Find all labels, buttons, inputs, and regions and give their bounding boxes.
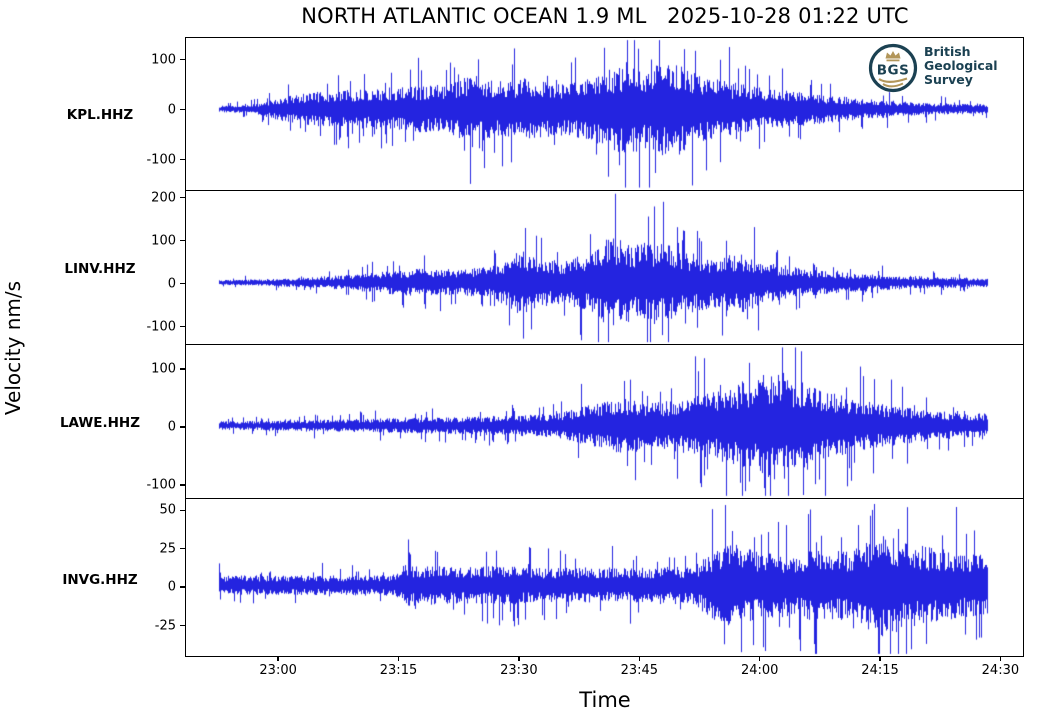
x-tick-label: 24:30	[981, 663, 1020, 678]
station-label-LAWE.HHZ: LAWE.HHZ	[59, 415, 141, 431]
station-label-KPL.HHZ: KPL.HHZ	[66, 106, 134, 123]
y-tick-mark	[180, 58, 185, 61]
y-tick-label: -100	[146, 319, 176, 335]
x-tick-mark	[999, 656, 1002, 661]
x-tick-mark	[879, 656, 881, 661]
y-tick-mark	[180, 108, 185, 111]
x-tick-mark	[638, 656, 640, 661]
bgs-logo: BGS British Geological Survey	[868, 43, 998, 93]
y-tick-mark	[180, 484, 185, 486]
x-tick-label: 24:15	[861, 663, 899, 678]
y-tick-label: 100	[151, 233, 176, 249]
waveform-trace-LINV.HHZ	[186, 191, 1023, 344]
y-axis-label: Velocity nm/s	[1, 280, 25, 416]
station-label-LINV.HHZ: LINV.HHZ	[64, 260, 136, 277]
x-tick-mark	[277, 656, 279, 661]
y-tick-label: 100	[151, 52, 176, 67]
waveform-trace-LAWE.HHZ	[186, 345, 1023, 498]
station-label-INVG.HHZ: INVG.HHZ	[62, 571, 138, 588]
x-tick-label: 23:30	[500, 663, 538, 678]
y-tick-mark	[180, 426, 185, 428]
x-axis-label: Time	[579, 688, 631, 712]
panel-LINV.HHZ	[186, 190, 1023, 344]
x-tick-mark	[397, 656, 400, 661]
logo-text-british: British	[924, 44, 971, 59]
y-tick-label: 25	[159, 541, 176, 557]
plot-area	[185, 37, 1024, 657]
y-tick-label: 0	[167, 102, 176, 117]
x-tick-label: 23:45	[620, 663, 659, 678]
y-tick-mark	[180, 282, 185, 285]
x-tick-label: 23:00	[259, 663, 297, 678]
y-tick-label: -100	[146, 477, 176, 493]
y-tick-label: 200	[151, 190, 176, 206]
y-tick-mark	[180, 548, 185, 550]
y-tick-mark	[180, 239, 185, 242]
crown-icon	[885, 51, 901, 59]
x-tick-mark	[518, 656, 520, 661]
y-tick-mark	[180, 196, 185, 199]
y-tick-label: 100	[151, 361, 176, 377]
wave-line-1	[878, 77, 908, 83]
y-tick-label: 0	[167, 276, 176, 292]
waveform-trace-INVG.HHZ	[186, 499, 1023, 656]
y-tick-label: -25	[154, 618, 176, 634]
y-tick-mark	[180, 624, 185, 627]
crown-base	[886, 59, 900, 62]
y-tick-label: 0	[167, 579, 176, 595]
y-tick-label: 0	[167, 419, 176, 435]
y-tick-mark	[180, 368, 185, 370]
panel-LAWE.HHZ	[186, 344, 1023, 498]
logo-text-survey: Survey	[924, 72, 973, 87]
panel-INVG.HHZ	[186, 498, 1023, 656]
y-tick-label: -100	[146, 152, 176, 167]
chart-title: NORTH ATLANTIC OCEAN 1.9 ML 2025-10-28 0…	[301, 4, 909, 28]
logo-text-geological: Geological	[924, 58, 998, 73]
y-tick-mark	[180, 509, 185, 511]
bgs-acronym: BGS	[877, 63, 910, 79]
y-tick-label: 50	[159, 502, 176, 518]
y-tick-mark	[180, 158, 185, 161]
x-tick-mark	[758, 656, 761, 661]
y-tick-mark	[180, 325, 185, 328]
x-tick-label: 24:00	[740, 663, 779, 678]
y-tick-mark	[180, 586, 185, 588]
x-tick-label: 23:15	[379, 663, 418, 678]
wave-line-2	[882, 82, 904, 88]
